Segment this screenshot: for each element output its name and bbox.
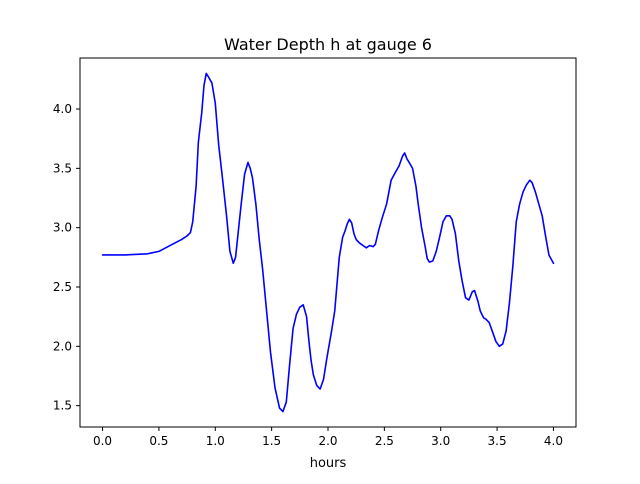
x-tick-label: 4.0 [544,434,563,448]
x-axis-label: hours [310,456,347,471]
x-tick-label: 3.0 [431,434,450,448]
x-tick-label: 1.5 [262,434,281,448]
x-tick-label: 0.0 [93,434,112,448]
y-tick-label: 3.0 [53,221,72,235]
y-tick-label: 1.5 [53,399,72,413]
x-tick-label: 3.5 [488,434,507,448]
series-line-0 [101,72,555,413]
x-tick-label: 1.0 [206,434,225,448]
x-tick-label: 2.0 [318,434,337,448]
x-tick-label: 0.5 [149,434,168,448]
x-tick-label: 2.5 [375,434,394,448]
y-tick-label: 2.5 [53,280,72,294]
plot-area [101,72,555,413]
y-tick-label: 2.0 [53,339,72,353]
x-axis: 0.0 0.5 1.0 1.5 2.0 2.5 3.0 3.5 4.0 [93,427,563,448]
chart-title: Water Depth h at gauge 6 [224,35,432,54]
y-axis: 1.5 2.0 2.5 3.0 3.5 4.0 [53,102,80,413]
y-tick-label: 4.0 [53,102,72,116]
y-tick-label: 3.5 [53,161,72,175]
